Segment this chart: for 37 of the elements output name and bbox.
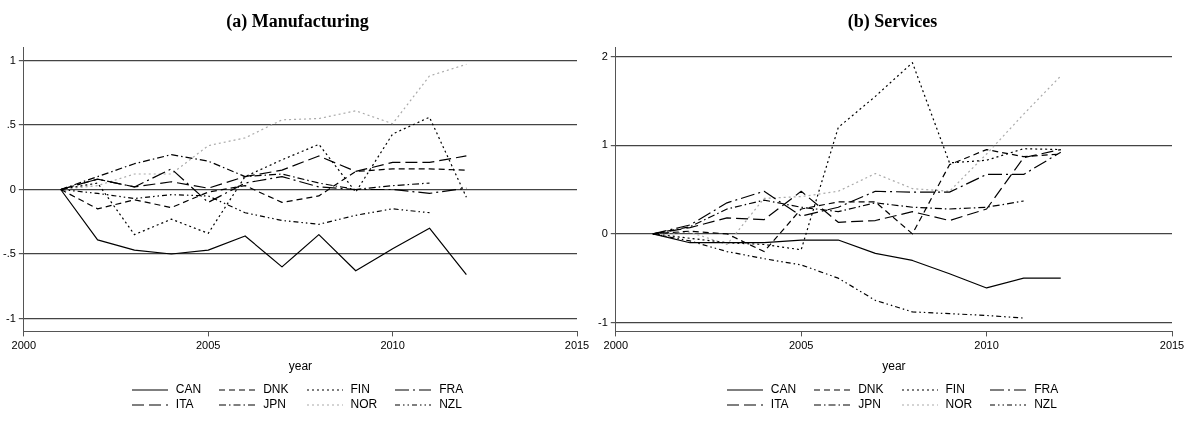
legend-label: ITA [770, 397, 789, 412]
legend-label: CAN [175, 382, 202, 397]
y-tick-label: 0 [601, 226, 608, 239]
legend-label: FRA [1034, 382, 1059, 397]
x-tick-label: 2010 [380, 339, 405, 352]
legend-label: DNK [858, 382, 884, 397]
x-tick-label: 2000 [603, 339, 629, 352]
x-tick-label: 2005 [195, 339, 221, 352]
x-axis-title: year [882, 359, 906, 374]
x-axis-title: year [288, 359, 313, 374]
y-tick-label: -1 [6, 311, 16, 324]
y-tick-label: 1 [601, 138, 608, 151]
legend-label: FIN [945, 382, 965, 397]
legend-label: NOR [945, 397, 973, 412]
y-tick-label: -.5 [2, 247, 16, 260]
x-tick-label: 2015 [564, 339, 590, 352]
legend-label: NZL [439, 397, 462, 412]
legend-label: ITA [175, 397, 194, 412]
x-tick-label: 2010 [974, 339, 999, 352]
legend-label: JPN [263, 397, 286, 412]
y-tick-label: -1 [598, 315, 608, 328]
x-tick-label: 2000 [11, 339, 37, 352]
x-tick-label: 2005 [788, 339, 814, 352]
y-tick-label: .5 [6, 118, 16, 131]
x-tick-label: 2015 [1159, 339, 1185, 352]
legend-label: FRA [439, 382, 464, 397]
y-tick-label: 2 [601, 49, 608, 62]
legend-label: NZL [1034, 397, 1057, 412]
legend-label: DNK [263, 382, 289, 397]
legend-label: NOR [350, 397, 378, 412]
y-tick-label: 0 [9, 182, 16, 195]
y-tick-label: 1 [9, 53, 16, 66]
legend-label: FIN [350, 382, 370, 397]
chart-title: (a) Manufacturing [225, 10, 370, 33]
legend-label: CAN [770, 382, 797, 397]
legend-label: JPN [858, 397, 881, 412]
chart-title: (b) Services [846, 10, 939, 33]
